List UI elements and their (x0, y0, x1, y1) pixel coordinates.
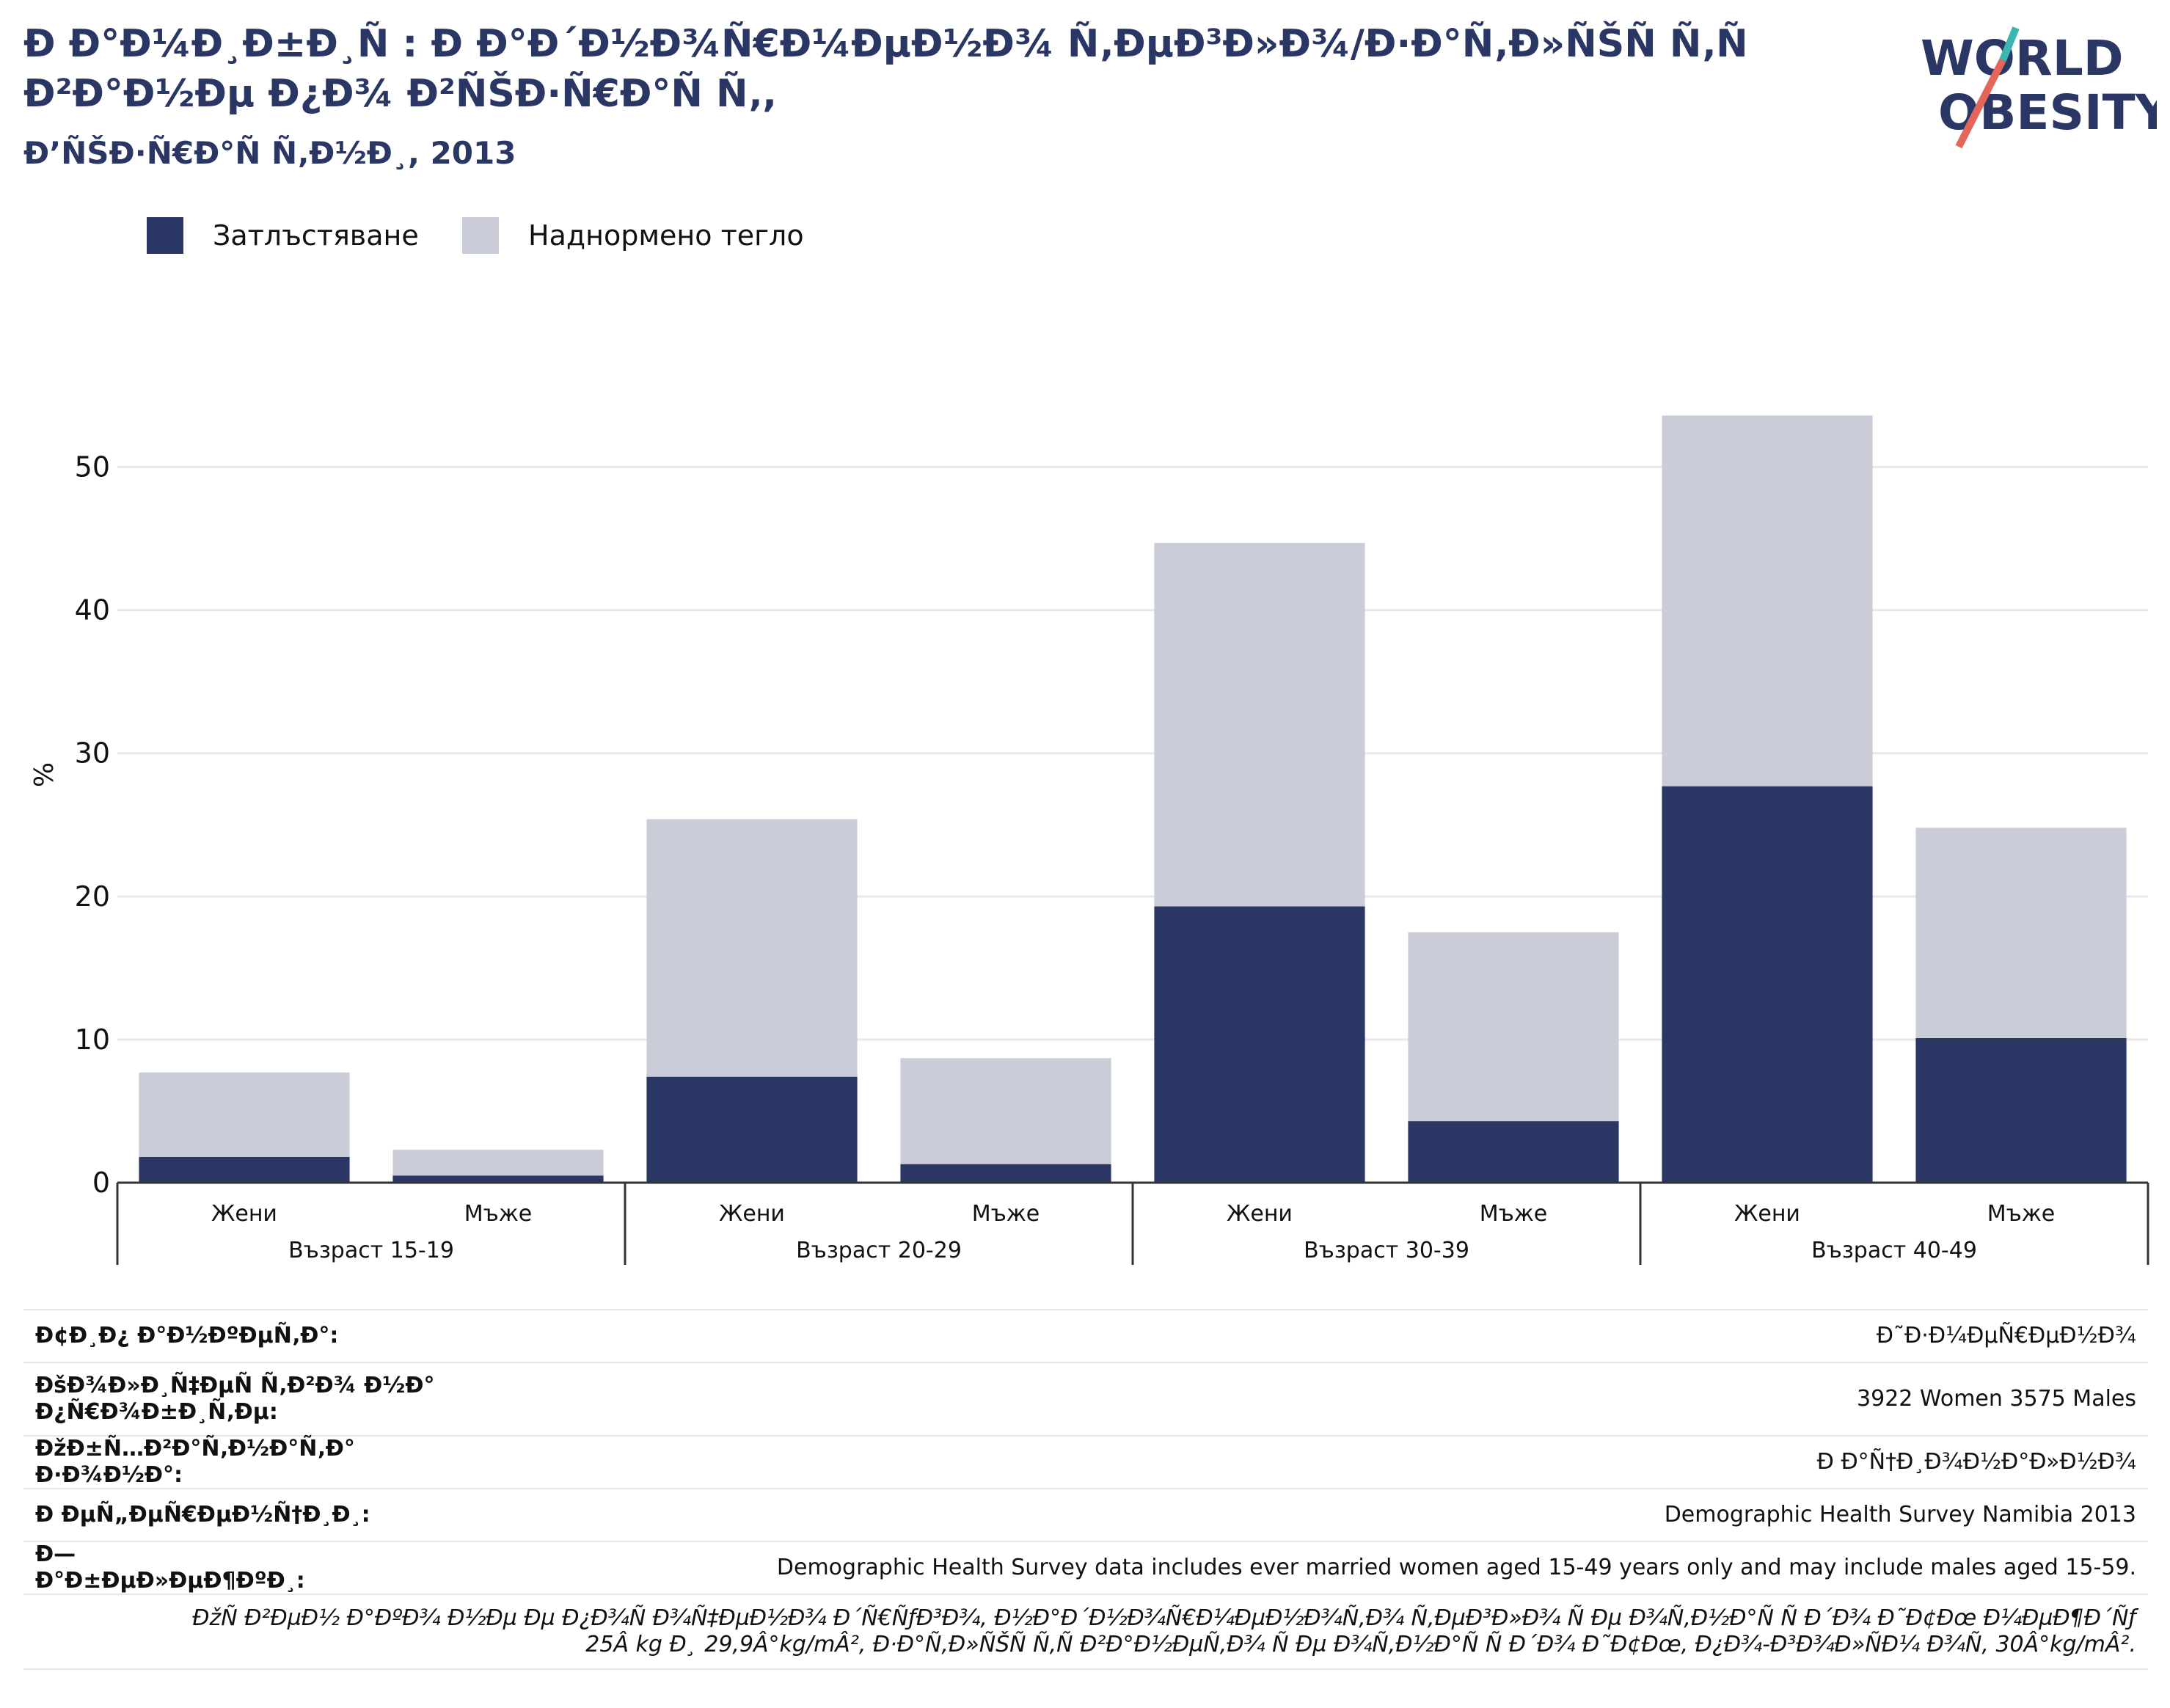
bar-overweight (1662, 415, 1873, 787)
logo-slash-red (1955, 58, 2006, 149)
bar-obesity (900, 1164, 1111, 1183)
bar-overweight (646, 819, 858, 1077)
info-row-sample-size: ÐšÐ¾Ð»Ð¸Ñ‡ÐµÑ Ñ‚Ð²Ð¾ Ð½Ð° Ð¿Ñ€Ð¾Ð±Ð¸Ñ‚Ðµ… (23, 1362, 2148, 1435)
bar-obesity (392, 1175, 604, 1183)
info-key-survey-type: Ð¢Ð¸Ð¿ Ð°Ð½ÐºÐµÑ‚Ð°: (35, 1323, 339, 1348)
logo-text-world: WORLD (1921, 30, 2124, 87)
y-tick-label: 20 (75, 880, 110, 913)
y-tick-label: 30 (75, 737, 110, 770)
info-value-references: Demographic Health Survey Namibia 2013 (1664, 1502, 2136, 1528)
bar-overweight (139, 1072, 350, 1157)
info-value-survey-type: Ð˜Ð·Ð¼ÐµÑ€ÐµÐ½Ð¾ (1876, 1323, 2136, 1348)
x-tick-label: Жени (1734, 1201, 1800, 1227)
info-row-area-covered: ÐžÐ±Ñ…Ð²Ð°Ñ‚Ð½Ð°Ñ‚Ð° Ð·Ð¾Ð½Ð°: Ð Ð°Ñ†Ð¸Ð… (23, 1435, 2148, 1488)
bar-obesity (1154, 906, 1365, 1183)
legend-label-overweight: Наднормено тегло (528, 219, 804, 252)
info-value-notes: Demographic Health Survey data includes … (776, 1555, 2136, 1580)
bar-obesity (646, 1076, 858, 1183)
group-label: Възраст 30-39 (1304, 1238, 1469, 1263)
chart-title: Ð Ð°Ð¼Ð¸Ð±Ð¸Ñ : Ð Ð°Ð´Ð½Ð¾Ñ€Ð¼ÐµÐ½Ð¾ Ñ‚Ð… (23, 22, 1748, 116)
bar-overweight (1154, 542, 1365, 907)
survey-info-table: Ð¢Ð¸Ð¿ Ð°Ð½ÐºÐµÑ‚Ð°: Ð˜Ð·Ð¼ÐµÑ€ÐµÐ½Ð¾ Ðš… (23, 1309, 2148, 1670)
x-tick-label: Мъже (464, 1201, 533, 1227)
legend-swatch-overweight (462, 217, 499, 254)
x-tick-label: Мъже (1480, 1201, 1548, 1227)
info-row-footnote: ÐžÑ Ð²ÐµÐ½ Ð°ÐºÐ¾ Ð½Ðµ Ðµ Ð¿Ð¾Ñ Ð¾Ñ‡ÐµÐ½… (23, 1594, 2148, 1670)
x-tick-label: Жени (719, 1201, 785, 1227)
y-tick-label: 10 (75, 1023, 110, 1056)
group-label: Възраст 40-49 (1811, 1238, 1977, 1263)
x-tick-label: Мъже (972, 1201, 1040, 1227)
legend-swatch-obesity (147, 217, 183, 254)
y-tick-label: 0 (92, 1167, 110, 1199)
info-row-references: Ð ÐµÑ„ÐµÑ€ÐµÐ½Ñ†Ð¸Ð¸: Demographic Health… (23, 1488, 2148, 1541)
stacked-bar-chart: 0 10 20 30 40 50% Жени Мъже Жени Мъже Жени Мъже Жени… (29, 415, 2149, 1265)
group-label: Възраст 15-19 (288, 1238, 454, 1263)
bar-obesity (139, 1156, 350, 1183)
info-value-area-covered: Ð Ð°Ñ†Ð¸Ð¾Ð½Ð°Ð»Ð½Ð¾ (1816, 1449, 2136, 1475)
logo-slash-teal (1999, 26, 2020, 62)
legend-label-obesity: Затлъстяване (213, 219, 419, 252)
y-tick-label: 40 (75, 594, 110, 627)
bar-obesity (1915, 1037, 2127, 1183)
bar-overweight (1408, 932, 1619, 1122)
world-obesity-logo: WORLD OBESITY (1921, 26, 2157, 149)
bar-overweight (392, 1150, 604, 1176)
x-tick-label: Жени (211, 1201, 277, 1227)
footnote-line-2: 25Â kg Ð¸ 29,9Â°kg/mÂ², Ð·Ð°Ñ‚Ð»ÑŠÑ Ñ‚Ñ … (585, 1632, 2136, 1657)
info-row-notes: Ð—Ð°Ð±ÐµÐ»ÐµÐ¶ÐºÐ¸: Demographic Health S… (23, 1541, 2148, 1594)
info-row-survey-type: Ð¢Ð¸Ð¿ Ð°Ð½ÐºÐµÑ‚Ð°: Ð˜Ð·Ð¼ÐµÑ€ÐµÐ½Ð¾ (23, 1309, 2148, 1362)
info-key-notes: Ð—Ð°Ð±ÐµÐ»ÐµÐ¶ÐºÐ¸: (35, 1541, 305, 1594)
bar-obesity (1662, 786, 1873, 1183)
info-key-area-covered: ÐžÐ±Ñ…Ð²Ð°Ñ‚Ð½Ð°Ñ‚Ð° Ð·Ð¾Ð½Ð°: (35, 1436, 355, 1488)
footnote-line-1: ÐžÑ Ð²ÐµÐ½ Ð°ÐºÐ¾ Ð½Ðµ Ðµ Ð¿Ð¾Ñ Ð¾Ñ‡ÐµÐ½… (192, 1605, 2136, 1631)
chart-subtitle: Ð’ÑŠÐ·Ñ€Ð°Ñ Ñ‚Ð½Ð¸, 2013 (23, 135, 516, 171)
bar-overweight (1915, 828, 2127, 1038)
info-value-sample-size: 3922 Women 3575 Males (1857, 1386, 2136, 1412)
y-axis-label: % (29, 762, 59, 787)
info-key-sample-size: ÐšÐ¾Ð»Ð¸Ñ‡ÐµÑ Ñ‚Ð²Ð¾ Ð½Ð° Ð¿Ñ€Ð¾Ð±Ð¸Ñ‚Ðµ… (35, 1373, 435, 1425)
x-tick-label: Жени (1227, 1201, 1293, 1227)
definition-footnote: ÐžÑ Ð²ÐµÐ½ Ð°ÐºÐ¾ Ð½Ðµ Ðµ Ð¿Ð¾Ñ Ð¾Ñ‡ÐµÐ½… (35, 1605, 2136, 1658)
group-label: Възраст 20-29 (796, 1238, 962, 1263)
y-tick-label: 50 (75, 451, 110, 483)
bar-obesity (1408, 1121, 1619, 1183)
bar-overweight (900, 1058, 1111, 1164)
info-key-references: Ð ÐµÑ„ÐµÑ€ÐµÐ½Ñ†Ð¸Ð¸: (35, 1502, 370, 1528)
x-tick-label: Мъже (1987, 1201, 2056, 1227)
